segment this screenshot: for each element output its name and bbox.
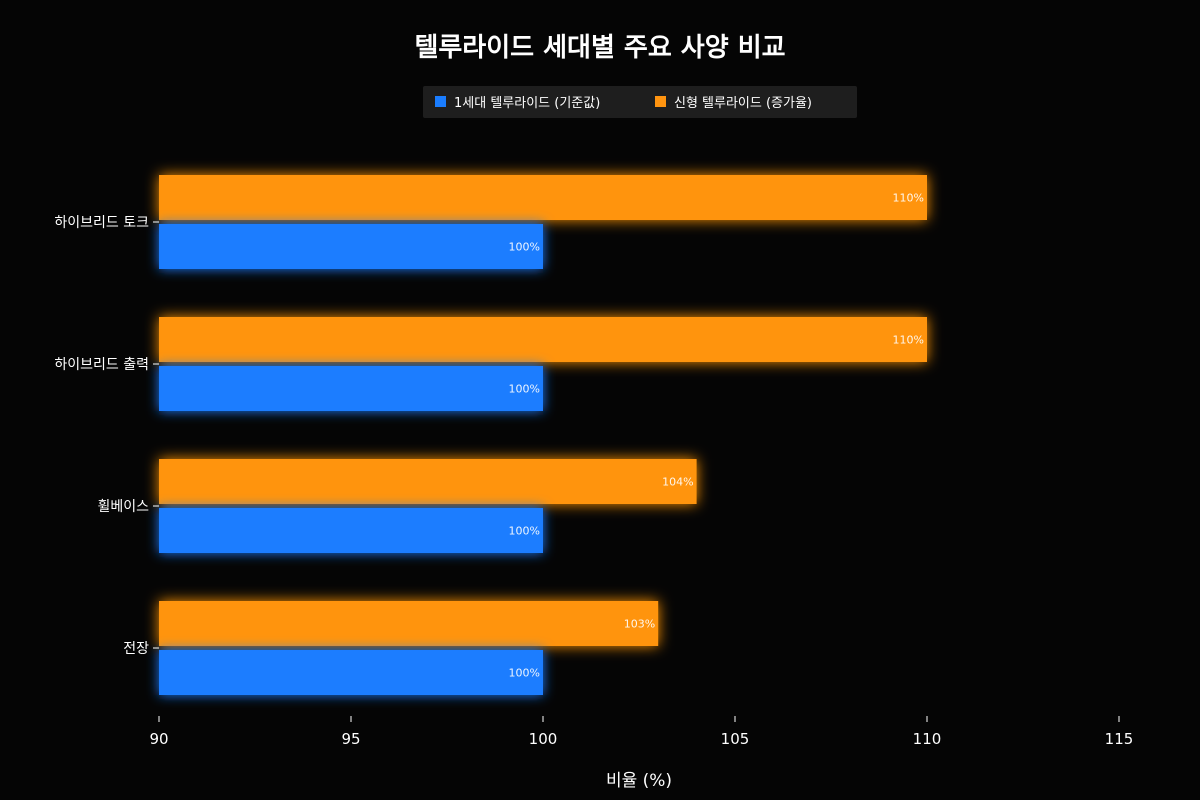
bar-baseline-0: [159, 224, 543, 269]
y-tick-label-2: 휠베이스: [97, 499, 149, 515]
bar-new-2: [159, 459, 697, 504]
x-tick-label-105: 105: [721, 730, 750, 748]
data-label-baseline-1: 100%: [509, 383, 540, 396]
x-tick-label-100: 100: [529, 730, 558, 748]
legend-box: [423, 86, 857, 118]
bar-baseline-2: [159, 508, 543, 553]
bar-new-0: [159, 175, 927, 220]
data-label-new-0: 110%: [893, 192, 924, 205]
chart-title: 텔루라이드 세대별 주요 사양 비교: [414, 33, 785, 63]
x-tick-label-90: 90: [149, 730, 168, 748]
data-label-new-3: 103%: [624, 618, 655, 631]
x-tick-label-110: 110: [913, 730, 942, 748]
bar-baseline-1: [159, 366, 543, 411]
x-tick-label-95: 95: [341, 730, 360, 748]
bar-baseline-3: [159, 650, 543, 695]
data-label-new-1: 110%: [893, 334, 924, 347]
legend-label-series-2: 신형 텔루라이드 (증가율): [674, 96, 812, 111]
legend-label-series-1: 1세대 텔루라이드 (기준값): [454, 96, 600, 111]
legend: 1세대 텔루라이드 (기준값) 신형 텔루라이드 (증가율): [423, 86, 857, 118]
y-tick-label-3: 전장: [123, 641, 149, 657]
data-label-new-2: 104%: [662, 476, 693, 489]
y-tick-label-1: 하이브리드 출력: [54, 357, 149, 373]
x-tick-label-115: 115: [1105, 730, 1134, 748]
bar-new-3: [159, 601, 659, 646]
legend-swatch-series-1: [435, 96, 446, 107]
y-tick-label-0: 하이브리드 토크: [54, 215, 149, 231]
data-label-baseline-2: 100%: [509, 525, 540, 538]
x-axis-label: 비율 (%): [606, 771, 672, 791]
legend-swatch-series-2: [655, 96, 666, 107]
bars-layer: 110% 100% 110% 100% 104% 100% 103% 100%: [159, 175, 927, 695]
data-label-baseline-3: 100%: [509, 667, 540, 680]
data-label-baseline-0: 100%: [509, 241, 540, 254]
bar-new-1: [159, 317, 927, 362]
